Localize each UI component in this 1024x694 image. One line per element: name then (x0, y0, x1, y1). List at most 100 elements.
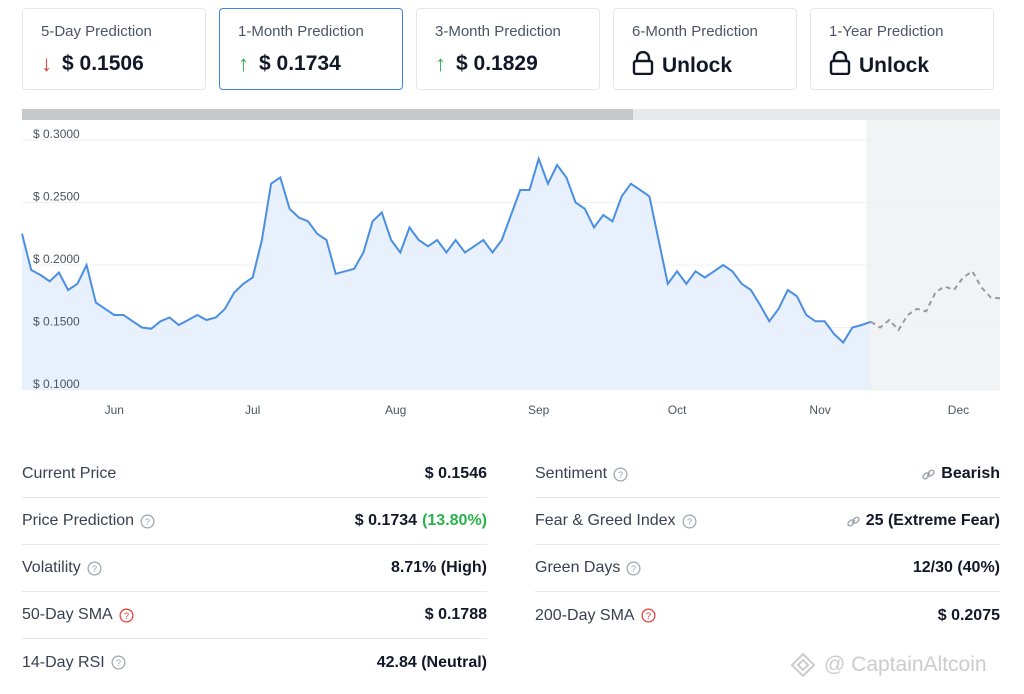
stat-value-change: (13.80%) (422, 512, 487, 529)
y-tick-label: $ 0.3000 (33, 127, 80, 141)
link-icon (847, 515, 860, 527)
stat-label: Green Days (535, 559, 621, 576)
stats-left: Current Price $ 0.1546 Price Prediction … (22, 451, 487, 686)
x-tick-label: Jun (105, 403, 124, 417)
stat-value: $ 0.1788 (424, 606, 487, 623)
watermark: @ CaptainAltcoin (790, 652, 987, 678)
card-value-row: Unlock (829, 50, 930, 81)
card-1-year[interactable]: 1-Year Prediction Unlock (810, 8, 994, 90)
card-value: $ 0.1734 (259, 52, 341, 75)
brand-logo-icon (790, 652, 816, 678)
card-value: $ 0.1829 (456, 52, 538, 75)
help-circle-icon[interactable]: ? (140, 514, 155, 529)
stat-label-wrap: Fear & Greed Index ? (535, 512, 697, 530)
card-value: $ 0.1506 (62, 52, 144, 75)
card-title: 6-Month Prediction (632, 23, 758, 40)
x-tick-label: Dec (948, 403, 969, 417)
help-circle-icon[interactable]: ? (626, 561, 641, 576)
stat-value-wrap: $ 0.1734 (13.80%) (355, 512, 487, 530)
svg-text:?: ? (645, 611, 650, 621)
stat-label-wrap: Volatility ? (22, 559, 102, 577)
card-3-month[interactable]: 3-Month Prediction ↑ $ 0.1829 (416, 8, 600, 90)
arrow-up-icon: ↑ (435, 51, 446, 76)
forecast-region (866, 120, 1000, 390)
stat-label: 200-Day SMA (535, 606, 635, 624)
x-tick-label: Nov (809, 403, 830, 417)
x-tick-label: Aug (385, 403, 406, 417)
card-value-row: ↑ $ 0.1734 (238, 51, 341, 77)
card-1-month[interactable]: 1-Month Prediction ↑ $ 0.1734 (219, 8, 403, 90)
stat-label: 14-Day RSI (22, 653, 105, 671)
card-value: Unlock (859, 54, 930, 77)
stat-row-200-day-sma: 200-Day SMA ? $ 0.2075 (535, 592, 1000, 639)
y-tick-label: $ 0.2000 (33, 252, 80, 266)
stat-value: 12/30 (40%) (912, 559, 1000, 576)
x-tick-label: Oct (668, 403, 687, 417)
stat-value: 8.71% (High) (390, 559, 487, 576)
stat-row-14-day-rsi: 14-Day RSI ? 42.84 (Neutral) (22, 639, 487, 686)
svg-text:?: ? (618, 469, 623, 479)
lock-icon (632, 50, 654, 81)
help-circle-icon[interactable]: ? (87, 561, 102, 576)
stat-value: $ 0.1546 (424, 465, 487, 482)
help-circle-icon[interactable]: ? (613, 467, 628, 482)
svg-text:?: ? (116, 658, 121, 668)
stat-label: Fear & Greed Index (535, 512, 676, 529)
svg-text:?: ? (686, 516, 691, 526)
stat-label-wrap: 200-Day SMA ? (535, 607, 656, 625)
card-title: 3-Month Prediction (435, 23, 561, 40)
lock-icon (829, 50, 851, 81)
y-tick-label: $ 0.2500 (33, 190, 80, 204)
card-title: 1-Year Prediction (829, 23, 944, 40)
help-circle-icon[interactable]: ? (641, 608, 656, 623)
stat-label-wrap: 14-Day RSI ? (22, 654, 126, 672)
price-chart: $ 0.1000 $ 0.1500 $ 0.2000 $ 0.2500 $ 0.3000… (21, 120, 1001, 417)
history-series-line (21, 155, 872, 345)
y-tick-label: $ 0.1500 (33, 315, 80, 329)
stat-row-50-day-sma: 50-Day SMA ? $ 0.1788 (22, 592, 487, 639)
stat-value: $ 0.1734 (354, 512, 418, 529)
stat-row-price-prediction: Price Prediction ? $ 0.1734 (13.80%) (22, 498, 487, 545)
card-title: 5-Day Prediction (41, 23, 152, 40)
range-progress-fill (22, 109, 634, 120)
history-area-fill (22, 158, 871, 390)
stat-label: Current Price (22, 465, 117, 482)
arrow-down-icon: ↓ (41, 51, 52, 76)
stat-value-wrap[interactable]: Bearish (921, 465, 1000, 483)
stat-label-wrap: 50-Day SMA ? (22, 606, 134, 624)
stat-row-current-price: Current Price $ 0.1546 (22, 451, 487, 498)
range-progress-bar[interactable] (22, 109, 1000, 120)
svg-text:?: ? (145, 516, 150, 526)
y-tick-label: $ 0.1000 (33, 377, 80, 391)
help-circle-icon[interactable]: ? (111, 655, 126, 670)
stat-value: $ 0.2075 (937, 606, 1000, 624)
arrow-up-icon: ↑ (238, 51, 249, 76)
card-6-month[interactable]: 6-Month Prediction Unlock (613, 8, 797, 90)
stat-label: 50-Day SMA (22, 606, 113, 623)
stat-label: Volatility (22, 559, 81, 576)
stat-value-wrap[interactable]: 25 (Extreme Fear) (846, 512, 1000, 530)
stat-row-fear-greed: Fear & Greed Index ? 25 (Extreme Fear) (535, 498, 1000, 545)
stat-row-sentiment: Sentiment ? Bearish (535, 451, 1000, 498)
card-value: Unlock (662, 54, 733, 77)
x-tick-label: Sep (528, 403, 550, 417)
stat-value: 42.84 (Neutral) (376, 653, 487, 671)
help-circle-icon[interactable]: ? (682, 514, 697, 529)
stat-label: Sentiment (535, 465, 608, 482)
stat-label-wrap: Price Prediction ? (22, 512, 155, 530)
card-value-row: Unlock (632, 50, 733, 81)
x-tick-label: Jul (245, 403, 260, 417)
watermark-text: @ CaptainAltcoin (824, 653, 987, 676)
stat-label-wrap: Sentiment ? (535, 465, 628, 483)
card-5-day[interactable]: 5-Day Prediction ↓ $ 0.1506 (22, 8, 206, 90)
forecast-series-line (870, 269, 1001, 332)
stat-value: Bearish (941, 465, 1000, 482)
stat-value: 25 (Extreme Fear) (865, 512, 1000, 529)
svg-text:?: ? (124, 610, 129, 620)
stats-right: Sentiment ? Bearish Fear & Greed Index ?… (535, 451, 1000, 639)
prediction-cards: 5-Day Prediction ↓ $ 0.1506 1-Month Pred… (22, 8, 994, 90)
stat-label: Price Prediction (22, 512, 135, 529)
stat-row-green-days: Green Days ? 12/30 (40%) (535, 545, 1000, 592)
help-circle-icon[interactable]: ? (119, 608, 134, 623)
stat-label-wrap: Green Days ? (535, 559, 641, 577)
